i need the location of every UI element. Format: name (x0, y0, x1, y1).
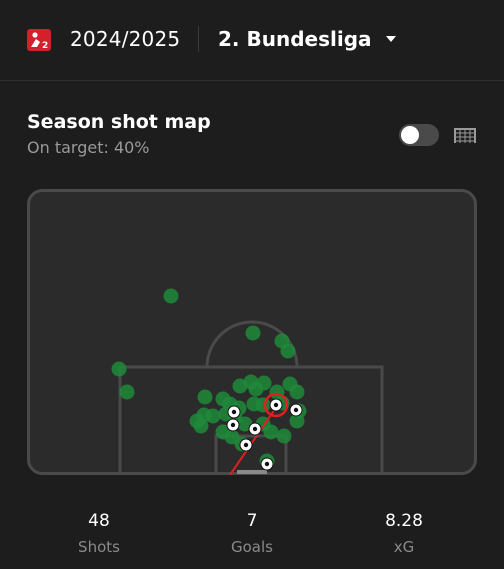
xg-value: 8.28 (385, 511, 423, 531)
header-divider (198, 26, 199, 52)
stat-shots: 48 Shots (39, 511, 159, 556)
shot-marker-miss[interactable] (280, 343, 296, 359)
shot-marker-miss[interactable] (163, 288, 179, 304)
shot-marker-miss[interactable] (111, 361, 127, 377)
svg-text:2: 2 (42, 41, 48, 51)
shot-map-pitch (27, 189, 477, 475)
league-logo-icon: 2 (27, 29, 51, 51)
season-selector[interactable]: 2024/2025 (70, 27, 181, 51)
goals-value: 7 (246, 511, 258, 531)
shot-map-toggle[interactable] (399, 124, 439, 146)
league-selector[interactable]: 2. Bundesliga (218, 27, 372, 51)
shots-layer (111, 288, 307, 475)
goals-label: Goals (231, 538, 273, 556)
goal-net-icon[interactable] (453, 126, 477, 144)
goal-marker-ball-icon[interactable] (239, 438, 253, 452)
selected-shot-ring (263, 392, 289, 418)
shot-trajectory-line (229, 405, 278, 475)
goal-marker-ball-icon[interactable] (226, 418, 240, 432)
shot-marker-miss[interactable] (255, 397, 271, 413)
goal-marker-ball-icon[interactable] (289, 403, 303, 417)
xg-label: xG (393, 538, 415, 556)
goal-marker-ball-icon[interactable] (248, 422, 262, 436)
shot-marker-miss[interactable] (289, 413, 305, 429)
goal-marker-ball-icon[interactable] (227, 405, 241, 419)
penalty-box (118, 365, 384, 472)
app-header: 2 2024/2025 2. Bundesliga (0, 0, 504, 81)
shot-marker-miss[interactable] (282, 376, 298, 392)
shot-marker-miss[interactable] (248, 381, 264, 397)
toggle-knob (401, 126, 419, 144)
shot-marker-miss[interactable] (205, 408, 221, 424)
shot-marker-miss[interactable] (197, 389, 213, 405)
section-title: Season shot map (27, 111, 211, 133)
stat-goals: 7 Goals (192, 511, 312, 556)
goal-marker-ball-icon[interactable] (260, 457, 274, 471)
six-yard-box (214, 434, 288, 472)
shot-marker-miss[interactable] (245, 325, 261, 341)
shots-label: Shots (78, 538, 120, 556)
shot-marker-miss[interactable] (276, 428, 292, 444)
on-target-label: On target: 40% (27, 138, 150, 157)
shot-marker-miss[interactable] (263, 424, 279, 440)
shots-value: 48 (88, 511, 110, 531)
shot-marker-miss[interactable] (119, 384, 135, 400)
stat-xg: 8.28 xG (344, 511, 464, 556)
chevron-down-icon[interactable] (384, 33, 398, 45)
goal-marker-ball-icon[interactable] (263, 392, 289, 418)
